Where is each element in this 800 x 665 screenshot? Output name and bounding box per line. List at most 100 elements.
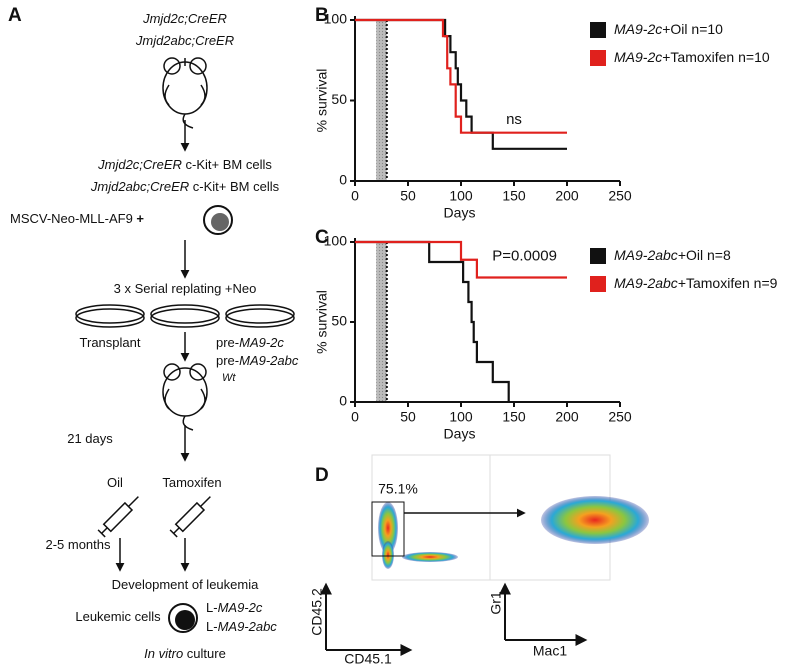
diagram-text: MSCV-Neo-MLL-AF9 + [10, 211, 144, 226]
text-part: L- [206, 600, 218, 615]
panel-label: B [315, 5, 329, 26]
x-tick-label: 200 [555, 188, 579, 204]
legend-part: MA9-2c [614, 49, 662, 65]
diagram-text: 21 days [67, 431, 113, 446]
text-part: pre- [216, 353, 239, 368]
density [378, 502, 398, 554]
y-tick-label: 0 [339, 393, 347, 409]
x-tick-label: 150 [502, 188, 526, 204]
legend-swatch [590, 276, 606, 292]
density [382, 541, 394, 569]
x-tick-label: 50 [400, 409, 416, 425]
diagram-text: In vitro culture [144, 646, 226, 661]
legend-part: +Oil n=10 [662, 21, 723, 37]
text-part: 2-5 months [45, 537, 111, 552]
y-tick-label: 50 [331, 313, 347, 329]
x-tick-label: 150 [502, 409, 526, 425]
y-axis-label: % survival [314, 69, 330, 133]
text-part: MA9-2c [239, 335, 284, 350]
text-part: Oil [107, 475, 123, 490]
x-tick-label: 250 [608, 409, 632, 425]
text-part: L- [206, 619, 218, 634]
diagram-text: Wt [222, 372, 236, 384]
axis-label: Mac1 [533, 643, 567, 659]
legend-swatch [590, 50, 606, 66]
x-tick-label: 50 [400, 188, 416, 204]
diagram-text: Leukemic cells [75, 609, 161, 624]
flow-plots: D 75.1% CD45.2 CD45.1 Gr1 Mac1 [309, 454, 649, 665]
flow-diagram [75, 57, 295, 633]
density [541, 496, 649, 544]
text-part: Jmjd2abc;CreER [135, 33, 234, 48]
survival-curve [355, 240, 510, 402]
x-tick-label: 250 [608, 188, 632, 204]
axis-label: CD45.2 [309, 588, 325, 636]
y-tick-label: 100 [324, 233, 348, 249]
leukemic-cell [168, 603, 198, 633]
diagram-text: Jmjd2c;CreER [142, 11, 227, 26]
axis-label: CD45.1 [344, 651, 392, 665]
text-part: Jmjd2c;CreER [97, 157, 182, 172]
axis-label: Gr1 [488, 591, 504, 615]
text-part: Transplant [80, 335, 141, 350]
gate-label: 75.1% [378, 481, 418, 497]
text-part: Tamoxifen [162, 475, 221, 490]
y-tick-label: 50 [331, 91, 347, 107]
legend-part: +Tamoxifen n=9 [678, 275, 778, 291]
text-part: + [133, 211, 145, 226]
diagram-text: pre-MA9-2abc [216, 353, 299, 368]
x-axis-label: Days [444, 426, 476, 442]
diagram-text: Tamoxifen [162, 475, 221, 490]
x-axis-label: Days [444, 205, 476, 221]
text-part: c-Kit+ BM cells [182, 157, 272, 172]
survival-curve [355, 240, 567, 279]
axis [354, 238, 620, 403]
text-part: Wt [222, 372, 236, 384]
survival-curve [355, 18, 567, 134]
diagram-text: pre-MA9-2c [216, 335, 284, 350]
diagram-text: 2-5 months [45, 537, 111, 552]
diagram-text: L-MA9-2c [206, 600, 263, 615]
x-tick-label: 200 [555, 409, 579, 425]
legend-part: MA9-2abc [614, 247, 678, 263]
diagram-text: Jmjd2abc;CreER c-Kit+ BM cells [90, 179, 280, 194]
text-part: Leukemic cells [75, 609, 161, 624]
legend-label: MA9-2c+Tamoxifen n=10 [614, 49, 770, 65]
axis [354, 16, 620, 182]
panel-label: C [315, 227, 329, 248]
x-tick-label: 0 [351, 409, 359, 425]
text-part: 3 x Serial replating +Neo [114, 281, 257, 296]
x-tick-label: 100 [449, 409, 473, 425]
diagram-text: L-MA9-2abc [206, 619, 277, 634]
legend-part: MA9-2abc [614, 275, 678, 291]
text-part: In vitro [144, 646, 183, 661]
text-part: culture [183, 646, 226, 661]
legend-swatch [590, 248, 606, 264]
diagram-text: Oil [107, 475, 123, 490]
mouse [162, 57, 208, 129]
density [402, 552, 458, 562]
mouse [162, 363, 208, 431]
text-part: MA9-2c [218, 600, 263, 615]
legend-part: +Oil n=8 [678, 247, 731, 263]
diagram-text: 3 x Serial replating +Neo [114, 281, 257, 296]
text-part: MA9-2abc [218, 619, 278, 634]
y-tick-label: 0 [339, 172, 347, 188]
legend-label: MA9-2c+Oil n=10 [614, 21, 723, 37]
text-part: MSCV-Neo-MLL-AF9 [10, 211, 133, 226]
text-part: c-Kit+ BM cells [189, 179, 279, 194]
diagram-text: Jmjd2abc;CreER [135, 33, 234, 48]
legend-label: MA9-2abc+Oil n=8 [614, 247, 731, 263]
text-part: Jmjd2abc;CreER [90, 179, 189, 194]
highlight [376, 242, 387, 402]
legend-label: MA9-2abc+Tamoxifen n=9 [614, 275, 778, 291]
y-tick-label: 100 [324, 11, 348, 27]
x-tick-label: 100 [449, 188, 473, 204]
annotation: P=0.0009 [492, 247, 557, 264]
x-tick-label: 0 [351, 188, 359, 204]
syringe [97, 496, 139, 538]
virus-cell [203, 205, 233, 235]
text-part: Development of leukemia [112, 577, 259, 592]
text-part: 21 days [67, 431, 113, 446]
